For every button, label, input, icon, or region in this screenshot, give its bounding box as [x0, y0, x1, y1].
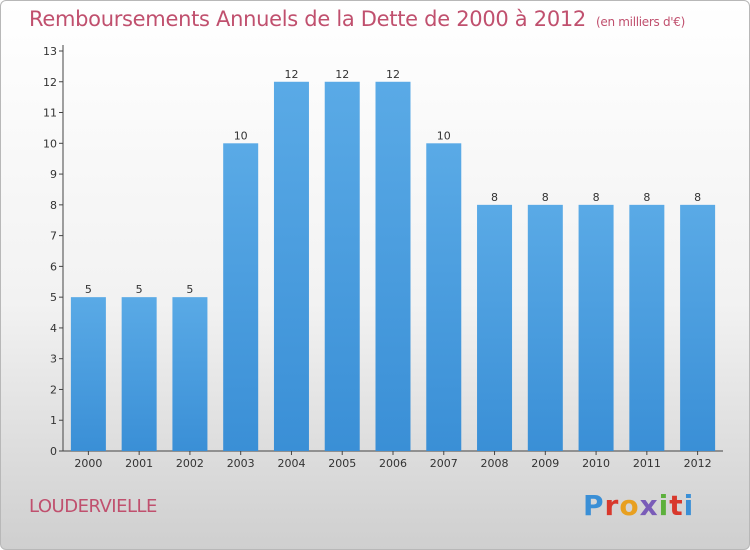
bar-2001: [121, 297, 157, 451]
y-tick-label: 3: [50, 353, 57, 366]
logo-letter: i: [683, 489, 695, 522]
bar-2007: [426, 143, 462, 452]
y-tick-label: 13: [43, 45, 57, 58]
x-tick-label: 2000: [74, 457, 102, 470]
bar-2003: [223, 143, 259, 452]
y-tick-label: 2: [50, 383, 57, 396]
bar-2010: [578, 204, 614, 451]
bar-value-label: 10: [437, 129, 451, 142]
bar-2002: [172, 297, 208, 451]
bar-value-label: 5: [186, 283, 193, 296]
bar-2004: [273, 81, 309, 452]
bar-value-label: 8: [491, 191, 498, 204]
chart-title: Remboursements Annuels de la Dette de 20…: [29, 7, 685, 31]
bar-2008: [477, 204, 513, 451]
x-tick-label: 2010: [582, 457, 610, 470]
y-tick-label: 9: [50, 168, 57, 181]
chart-title-text: Remboursements Annuels de la Dette de 20…: [29, 7, 586, 31]
x-tick-label: 2003: [227, 457, 255, 470]
y-tick-label: 4: [50, 322, 57, 335]
bar-value-label: 8: [542, 191, 549, 204]
bar-value-label: 8: [694, 191, 701, 204]
bar-value-label: 5: [136, 283, 143, 296]
bar-value-label: 12: [335, 68, 349, 81]
bar-2006: [375, 81, 411, 452]
y-tick-label: 1: [50, 414, 57, 427]
y-tick-label: 12: [43, 76, 57, 89]
x-tick-label: 2012: [684, 457, 712, 470]
bar-value-label: 8: [593, 191, 600, 204]
x-tick-label: 2004: [277, 457, 305, 470]
bar-value-label: 12: [386, 68, 400, 81]
commune-name: LOUDERVIELLE: [29, 496, 157, 517]
x-tick-label: 2009: [531, 457, 559, 470]
bar-2011: [629, 204, 665, 451]
y-tick-label: 7: [50, 230, 57, 243]
logo-letter: i: [658, 489, 670, 522]
logo-letter: x: [639, 489, 659, 522]
y-tick-label: 10: [43, 137, 57, 150]
bar-2005: [324, 81, 360, 452]
y-tick-label: 11: [43, 107, 57, 120]
y-tick-label: 8: [50, 199, 57, 212]
x-tick-label: 2011: [633, 457, 661, 470]
x-tick-label: 2008: [481, 457, 509, 470]
bar-2012: [680, 204, 716, 451]
x-tick-label: 2007: [430, 457, 458, 470]
bar-value-label: 10: [234, 129, 248, 142]
x-tick-label: 2006: [379, 457, 407, 470]
logo-letter: o: [619, 489, 640, 522]
bar-value-label: 5: [85, 283, 92, 296]
bar-2000: [70, 297, 106, 451]
bar-value-label: 8: [643, 191, 650, 204]
x-tick-label: 2002: [176, 457, 204, 470]
y-tick-label: 5: [50, 291, 57, 304]
x-tick-label: 2001: [125, 457, 153, 470]
x-tick-label: 2005: [328, 457, 356, 470]
bar-2009: [527, 204, 563, 451]
y-tick-label: 0: [50, 445, 57, 458]
y-tick-label: 6: [50, 260, 57, 273]
logo-letter: P: [583, 489, 605, 522]
logo-letter: t: [669, 489, 684, 522]
logo-letter: r: [604, 489, 620, 522]
chart-unit: (en milliers d'€): [596, 15, 686, 29]
proxiti-logo: Proxiti: [583, 489, 694, 522]
bar-value-label: 12: [284, 68, 298, 81]
